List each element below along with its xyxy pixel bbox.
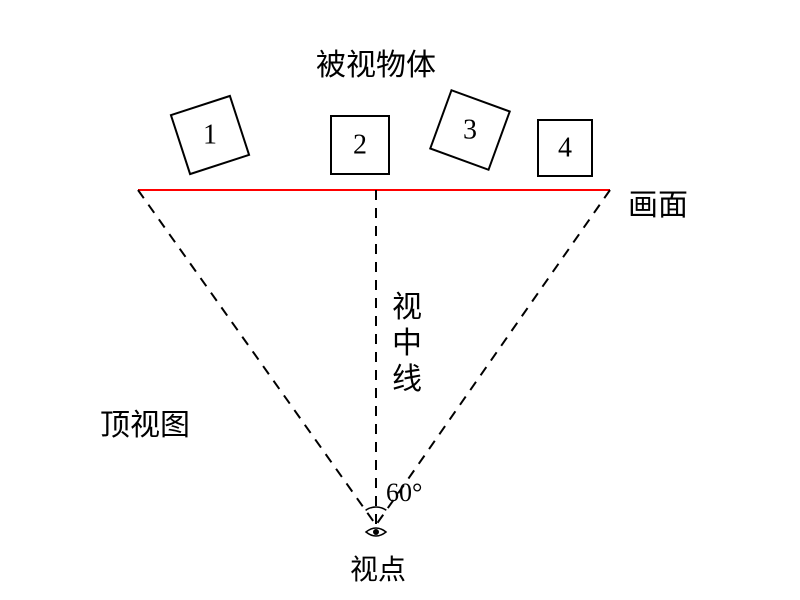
box-4: 4 [538, 120, 592, 176]
angle-arc [366, 507, 387, 510]
box-2: 2 [331, 116, 389, 174]
title-label: 被视物体 [316, 40, 436, 84]
box-3: 3 [430, 90, 509, 169]
box-2-label: 2 [353, 130, 367, 161]
viewpoint-eye-icon [366, 528, 386, 536]
angle-label: 60° [386, 478, 422, 508]
box-1: 1 [171, 96, 249, 174]
picture-plane-label: 画面 [628, 180, 688, 224]
center-line-label: 视中线 [390, 290, 424, 398]
top-view-label: 顶视图 [100, 400, 190, 444]
box-4-label: 4 [558, 133, 572, 164]
box-1-label: 1 [203, 120, 217, 151]
box-3-label: 3 [463, 115, 477, 146]
left-view-ray [138, 190, 376, 525]
viewpoint-label: 视点 [350, 548, 406, 588]
